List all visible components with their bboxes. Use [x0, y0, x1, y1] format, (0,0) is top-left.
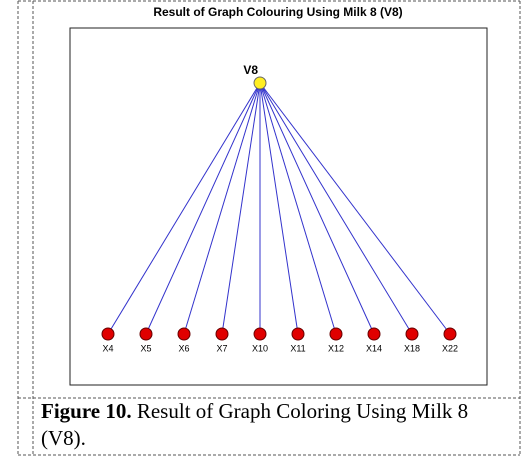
edge — [259, 82, 451, 335]
plot-frame — [69, 27, 488, 386]
leaf-label: X5 — [140, 343, 151, 353]
edge — [259, 82, 413, 335]
leaf-label: X7 — [216, 343, 227, 353]
edge — [259, 82, 375, 335]
caption-line-2: (V8). — [41, 426, 86, 450]
edges — [107, 82, 451, 335]
leaf-label: X12 — [328, 343, 344, 353]
edge — [145, 82, 261, 335]
nodes: X4 X5 X6 X7 X10 X11 X12 X14 X18 X22 V8 — [101, 63, 458, 353]
leaf-label: X18 — [404, 343, 420, 353]
leaf-node — [405, 327, 419, 341]
leaf-label: X11 — [290, 343, 305, 353]
leaf-label: X22 — [442, 343, 458, 353]
caption-line-1: Figure 10. Result of Graph Coloring Usin… — [41, 399, 468, 423]
caption-text: Result of Graph Coloring Using Milk 8 — [137, 399, 468, 423]
leaf-label: X10 — [252, 343, 268, 353]
edge — [107, 82, 261, 335]
edge — [259, 82, 337, 335]
edge — [183, 82, 261, 335]
leaf-node — [101, 327, 115, 341]
root-label: V8 — [243, 63, 258, 77]
leaf-node — [139, 327, 153, 341]
caption-label: Figure 10. — [41, 399, 132, 423]
edge — [221, 82, 261, 335]
leaf-node — [177, 327, 191, 341]
leaf-node — [291, 327, 305, 341]
leaf-label: X14 — [366, 343, 382, 353]
figure-title: Result of Graph Colouring Using Milk 8 (… — [153, 5, 402, 19]
edge — [259, 82, 299, 335]
leaf-label: X6 — [178, 343, 189, 353]
leaf-node — [443, 327, 457, 341]
table-borders — [17, 0, 521, 456]
leaf-node — [367, 327, 381, 341]
root-node — [253, 76, 267, 90]
leaf-node — [253, 327, 267, 341]
leaf-node — [215, 327, 229, 341]
leaf-node — [329, 327, 343, 341]
leaf-label: X4 — [102, 343, 113, 353]
